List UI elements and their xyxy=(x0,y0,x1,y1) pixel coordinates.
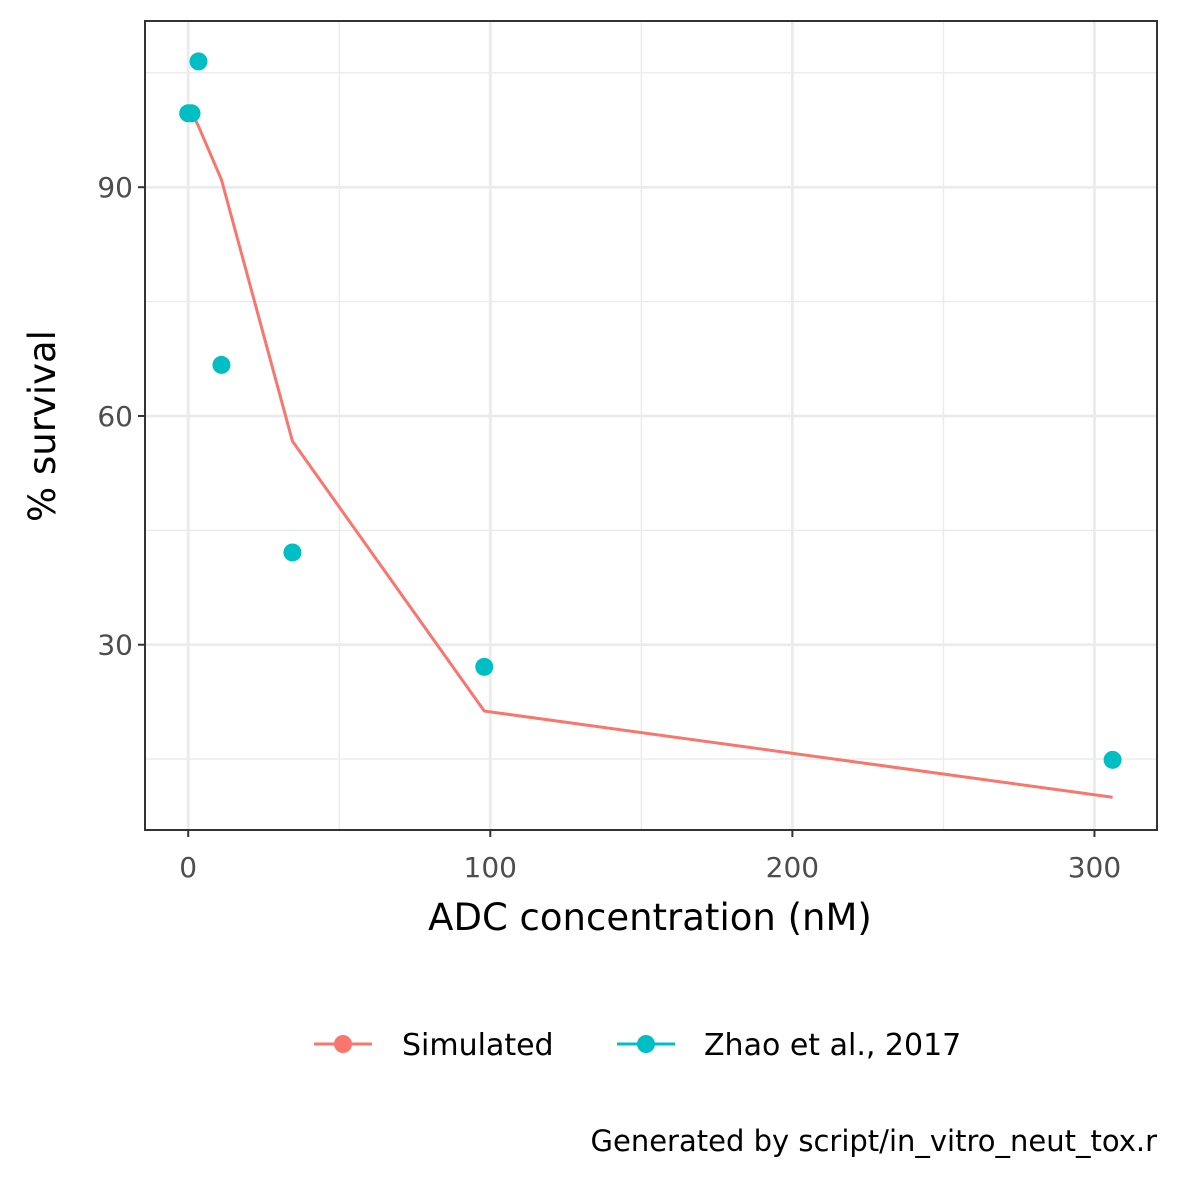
legend-key-point xyxy=(637,1035,655,1053)
major-gridlines xyxy=(145,21,1157,830)
legend: Simulated Zhao et al., 2017 xyxy=(314,1028,961,1063)
x-tick-label: 100 xyxy=(464,851,517,884)
plot-panel-border xyxy=(144,20,1158,831)
legend-item: Simulated xyxy=(314,1028,554,1063)
y-tick-label: 90 xyxy=(97,171,133,204)
minor-gridlines xyxy=(145,21,1157,830)
y-tick-label: 30 xyxy=(97,629,133,662)
y-axis: 30 60 90 xyxy=(97,171,145,662)
x-tick-label: 0 xyxy=(179,851,197,884)
x-axis: 0 100 200 300 xyxy=(179,830,1121,884)
y-tick-label: 60 xyxy=(97,400,133,433)
observed-data-point xyxy=(182,104,201,123)
observed-data-point xyxy=(1103,750,1122,769)
y-axis-title: % survival xyxy=(21,330,64,522)
legend-item: Zhao et al., 2017 xyxy=(617,1028,961,1063)
legend-label: Zhao et al., 2017 xyxy=(704,1028,961,1063)
legend-label: Simulated xyxy=(402,1028,554,1063)
x-axis-title: ADC concentration (nM) xyxy=(428,896,872,939)
legend-key-point xyxy=(334,1035,352,1053)
plot-series xyxy=(179,52,1122,799)
observed-data-point xyxy=(283,543,302,562)
x-tick-label: 300 xyxy=(1068,851,1121,884)
observed-data-point xyxy=(475,657,494,676)
x-tick-label: 200 xyxy=(766,851,819,884)
observed-data-point xyxy=(189,52,208,71)
chart-caption: Generated by script/in_vitro_neut_tox.r xyxy=(591,1124,1158,1158)
observed-data-point xyxy=(212,355,231,374)
